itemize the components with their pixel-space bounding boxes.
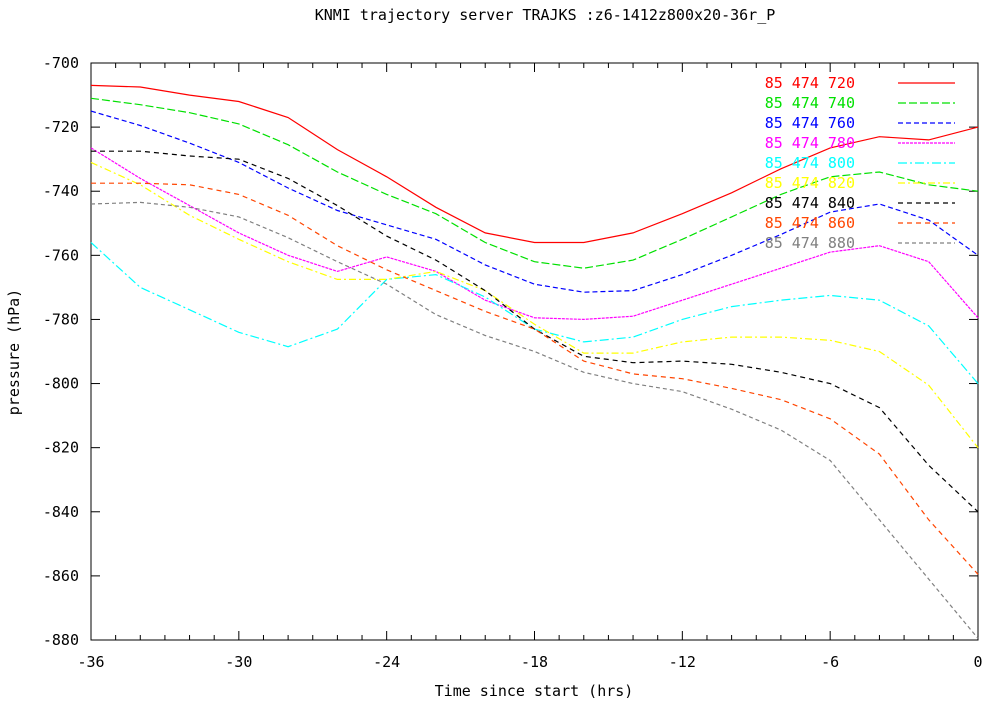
y-tick-label: -740 [43,182,79,200]
x-tick-label: 0 [973,653,982,671]
y-tick-label: -700 [43,54,79,72]
y-tick-label: -860 [43,567,79,585]
legend-label: 85 474 860 [765,214,855,232]
legend-label: 85 474 800 [765,154,855,172]
series-line-85-474-820 [90,161,979,449]
y-tick-label: -880 [43,631,79,649]
x-tick-label: -12 [669,653,696,671]
y-tick-label: -840 [43,503,79,521]
series-line-85-474-760 [90,110,979,293]
y-tick-label: -800 [43,375,79,393]
y-tick-label: -720 [43,118,79,136]
y-tick-label: -820 [43,439,79,457]
x-tick-label: -18 [521,653,548,671]
x-tick-label: -36 [77,653,104,671]
legend-label: 85 474 880 [765,234,855,252]
series-line-85-474-840 [91,150,979,513]
series-line-85-474-860 [91,182,979,575]
y-axis-label: pressure (hPa) [5,289,23,415]
x-tick-label: -24 [373,653,400,671]
legend-label: 85 474 740 [765,94,855,112]
legend-label: 85 474 720 [765,74,855,92]
series-line-85-474-880 [90,201,979,639]
y-tick-label: -780 [43,310,79,328]
legend-label: 85 474 760 [765,114,855,132]
series-line-85-474-720 [90,84,979,244]
x-axis-label: Time since start (hrs) [435,682,634,700]
y-tick-label: -760 [43,246,79,264]
series-line-85-474-780 [90,147,979,321]
x-tick-label: -6 [821,653,839,671]
legend-label: 85 474 780 [765,134,855,152]
legend-label: 85 474 820 [765,174,855,192]
x-tick-label: -30 [225,653,252,671]
chart-title: KNMI trajectory server TRAJKS :z6-1412z8… [315,6,776,24]
legend-label: 85 474 840 [765,194,855,212]
series-line-85-474-800 [90,242,979,384]
series-line-85-474-740 [90,97,979,269]
